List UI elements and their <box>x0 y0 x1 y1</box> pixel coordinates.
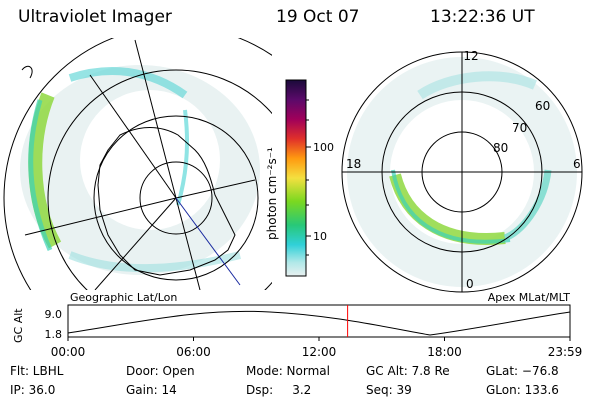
aurora-band-south <box>68 251 241 273</box>
status-dsp: Dsp: 3.2 <box>246 383 312 397</box>
status-door: Door: Open <box>126 364 195 378</box>
mlt-label-12: 12 <box>463 49 478 63</box>
mlt-label-0: 0 <box>466 277 474 291</box>
colorbar-label: photon cm⁻²s⁻¹ <box>265 147 279 240</box>
app-title: Ultraviolet Imager <box>18 7 172 27</box>
colorbar-tick-10: 10 <box>313 230 327 243</box>
mlt-label-18: 18 <box>346 157 361 171</box>
status-glat: GLat: −76.8 <box>486 364 559 378</box>
status-gc-alt: GC Alt: 7.8 Re <box>366 364 450 378</box>
mlt-label-6: 6 <box>573 157 581 171</box>
alt-tick-1-8: 1.8 <box>45 328 63 341</box>
x-tick-2359: 23:59 <box>548 345 583 359</box>
status-mode: Mode: Normal <box>246 364 330 378</box>
status-seq: Seq: 39 <box>366 383 412 397</box>
alt-tick-9: 9.0 <box>45 308 63 321</box>
status-flt: Flt: LBHL <box>10 364 64 378</box>
colorbar-tick-100: 100 <box>313 141 334 154</box>
alt-ylabel: GC Alt <box>12 308 25 343</box>
geographic-map <box>3 38 272 290</box>
aurora-band-north <box>68 67 188 99</box>
altitude-plot <box>67 304 571 341</box>
right-panel-caption: Apex MLat/MLT <box>488 291 571 304</box>
x-tick-0600: 06:00 <box>176 345 211 359</box>
continent-outline <box>97 127 236 276</box>
time-label: 13:22:36 UT <box>430 7 535 27</box>
x-tick-1200: 12:00 <box>302 345 337 359</box>
date-label: 19 Oct 07 <box>276 7 360 27</box>
colorbar <box>285 79 307 277</box>
lat-label-80: 80 <box>493 141 508 155</box>
apex-aurora-north <box>417 71 537 100</box>
status-ip: IP: 36.0 <box>10 383 56 397</box>
altitude-curve <box>67 310 571 336</box>
status-gain: Gain: 14 <box>126 383 177 397</box>
status-glon: GLon: 133.6 <box>486 383 559 397</box>
left-panel-caption: Geographic Lat/Lon <box>70 291 177 304</box>
x-tick-0000: 00:00 <box>51 345 86 359</box>
aurora-band-west <box>28 92 62 249</box>
x-tick-1800: 18:00 <box>427 345 462 359</box>
lat-label-60: 60 <box>535 99 550 113</box>
lat-label-70: 70 <box>512 121 527 135</box>
